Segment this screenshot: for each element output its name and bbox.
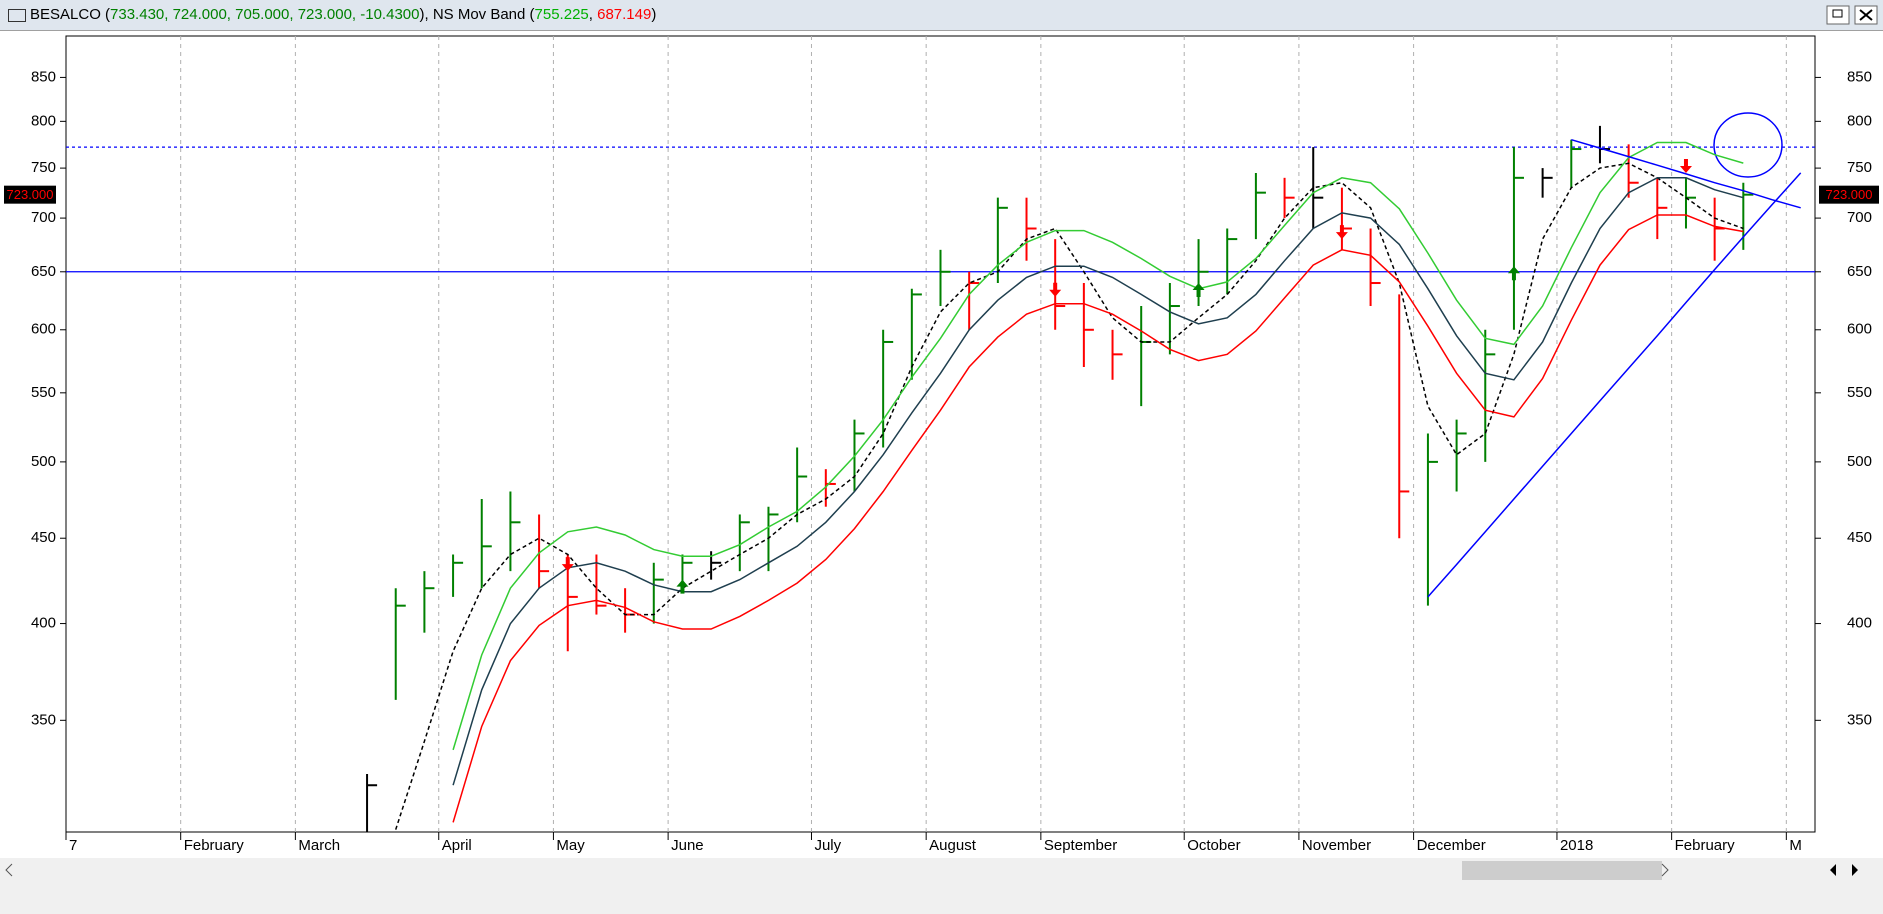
title-part: BESALCO ( (30, 6, 111, 23)
x-tick-label: M (1789, 837, 1802, 854)
x-tick-label: 7 (69, 837, 77, 854)
title-part: 687.149 (597, 6, 652, 23)
x-tick-label: June (671, 837, 704, 854)
price-label-box (1819, 185, 1879, 204)
sell-arrow (1049, 282, 1062, 297)
y-tick-label: 700 (1847, 209, 1872, 226)
y-tick-label: 800 (31, 112, 56, 129)
y-tick-label: 750 (31, 159, 56, 176)
sell-arrow (561, 557, 574, 572)
nav-buttons[interactable] (1830, 864, 1858, 876)
y-tick-label: 850 (31, 68, 56, 85)
overlay-line (452, 141, 1744, 751)
x-tick-label: September (1044, 837, 1117, 854)
sell-arrow (1335, 225, 1348, 240)
annotation-circle (1713, 112, 1783, 178)
y-tick-label: 550 (31, 384, 56, 401)
x-tick-label: May (556, 837, 585, 854)
x-tick-label: 2018 (1560, 837, 1593, 854)
y-tick-label: 750 (1847, 159, 1872, 176)
y-tick-label: 850 (1847, 68, 1872, 85)
scroll-right[interactable] (1661, 863, 1669, 877)
title-part: 733.430, 724.000, 705.000, 723.000, -10.… (110, 6, 420, 23)
x-tick-label: November (1302, 837, 1371, 854)
overlay-line (394, 162, 1744, 830)
chart: 7 February March April May June July August Sept… (0, 31, 1883, 883)
y-tick-label: 650 (31, 263, 56, 280)
price-label: 723.000 (7, 187, 54, 202)
overlay-line (452, 214, 1744, 823)
y-tick-label: 400 (31, 615, 56, 632)
x-tick-label: December (1417, 837, 1486, 854)
x-tick-label: April (442, 837, 472, 854)
title-bar: BESALCO (733.430, 724.000, 705.000, 723.… (0, 0, 1883, 31)
title-text: BESALCO (733.430, 724.000, 705.000, 723.… (30, 6, 656, 23)
y-tick-label: 400 (1847, 615, 1872, 632)
restore-icon (1832, 9, 1843, 18)
sell-arrow (1679, 158, 1692, 173)
price-label-box (4, 185, 56, 204)
overlay-line (1571, 138, 1801, 209)
restore-button[interactable] (1826, 5, 1850, 25)
title-part: 755.225 (534, 6, 589, 23)
title-part: ) (651, 6, 657, 23)
y-tick-label: 350 (31, 711, 56, 728)
close-icon (1859, 9, 1873, 21)
x-tick-label: February (184, 837, 245, 854)
plot-layer (66, 36, 1815, 832)
y-tick-label: 800 (1847, 112, 1872, 129)
window-buttons (1826, 5, 1878, 25)
y-tick-label: 550 (1847, 384, 1872, 401)
x-tick-label: July (814, 837, 841, 854)
x-tick-label: February (1675, 837, 1736, 854)
x-tick-label: March (298, 837, 340, 854)
y-tick-label: 500 (1847, 453, 1872, 470)
y-tick-label: 650 (1847, 263, 1872, 280)
title-part: , (588, 6, 598, 23)
y-tick-label: 600 (1847, 321, 1872, 338)
buy-arrow (1192, 283, 1205, 298)
overlay-line (452, 177, 1744, 786)
window-icon (8, 8, 26, 22)
y-tick-label: 600 (31, 321, 56, 338)
plot-area (65, 35, 1816, 833)
y-tick-label: 450 (31, 529, 56, 546)
overlay-line (1427, 172, 1802, 598)
buy-arrow (1507, 266, 1520, 281)
page: BESALCO (733.430, 724.000, 705.000, 723.… (0, 0, 1883, 880)
y-tick-label: 350 (1847, 711, 1872, 728)
title-part: ), NS Mov Band ( (419, 6, 535, 23)
price-label: 723.000 (1826, 187, 1873, 202)
buy-arrow (676, 579, 689, 594)
y-tick-label: 450 (1847, 529, 1872, 546)
x-tick-label: August (929, 837, 977, 854)
x-tick-label: October (1187, 837, 1240, 854)
scroll-left[interactable] (5, 863, 13, 877)
y-tick-label: 500 (31, 453, 56, 470)
y-tick-label: 700 (31, 209, 56, 226)
scroll-thumb[interactable] (1462, 861, 1662, 880)
